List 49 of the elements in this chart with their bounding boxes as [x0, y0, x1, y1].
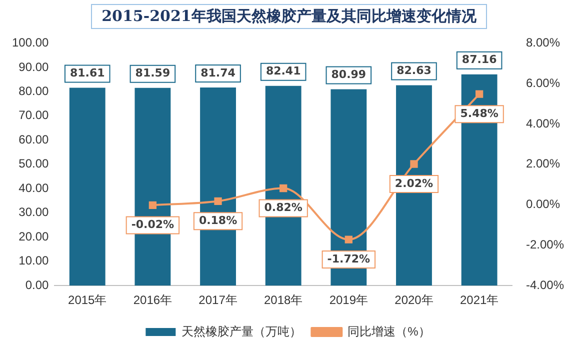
data-label: 2.02%	[394, 176, 434, 190]
y2-tick-label: 2.00%	[526, 156, 560, 171]
y2-tick-label: -2.00%	[526, 238, 564, 252]
y-tick-label: 60.00	[18, 132, 50, 146]
y-tick-label: 10.00	[18, 254, 50, 268]
y2-tick-label: 4.00%	[526, 116, 560, 130]
data-label: 82.63	[396, 64, 432, 78]
data-label: 81.59	[135, 66, 170, 80]
point	[214, 197, 222, 205]
data-label: 0.18%	[198, 214, 238, 228]
bar	[200, 87, 236, 286]
y-tick-label: 70.00	[18, 108, 50, 122]
x-tick-label: 2015年	[68, 293, 107, 308]
point	[280, 184, 288, 192]
y2-tick-label: -4.00%	[526, 278, 564, 292]
y-tick-label: 20.00	[18, 229, 50, 244]
y-tick-label: 0.00	[25, 278, 50, 292]
data-label: 81.74	[200, 66, 236, 80]
bar	[69, 88, 106, 286]
chart-title: 2015-2021年我国天然橡胶产量及其同比增速变化情况	[90, 4, 488, 29]
x-tick-label: 2020年	[394, 293, 434, 308]
point	[410, 160, 418, 168]
legend-label: 天然橡胶产量（万吨）	[182, 324, 302, 338]
y2-tick-label: 6.00%	[526, 76, 560, 90]
y-tick-label: 90.00	[18, 60, 50, 74]
x-tick-label: 2018年	[264, 293, 303, 308]
data-label: -0.02%	[131, 218, 174, 232]
y-tick-label: 50.00	[18, 156, 50, 171]
data-label: -1.72%	[327, 252, 370, 266]
y-tick-label: 40.00	[18, 180, 50, 195]
x-tick-label: 2019年	[329, 293, 368, 308]
point	[344, 236, 352, 244]
data-label: 87.16	[462, 53, 498, 66]
legend-label: 同比增速（%）	[348, 324, 430, 338]
y2-tick-label: 0.00%	[526, 197, 560, 212]
y-tick-label: 80.00	[18, 84, 50, 98]
data-label: 5.48%	[460, 106, 498, 120]
y-tick-label: 100.00	[12, 36, 50, 50]
point	[148, 201, 157, 210]
data-label: 80.99	[331, 68, 366, 82]
data-label: 82.41	[266, 64, 301, 78]
data-label: 0.82%	[264, 201, 302, 214]
y2-tick-label: 8.00%	[526, 36, 560, 50]
data-label: 81.61	[70, 66, 105, 80]
x-tick-label: 2021年	[460, 293, 499, 308]
x-tick-label: 2017年	[198, 293, 238, 308]
x-tick-label: 2016年	[133, 293, 172, 308]
point	[475, 90, 484, 98]
y-tick-label: 30.00	[18, 205, 50, 220]
